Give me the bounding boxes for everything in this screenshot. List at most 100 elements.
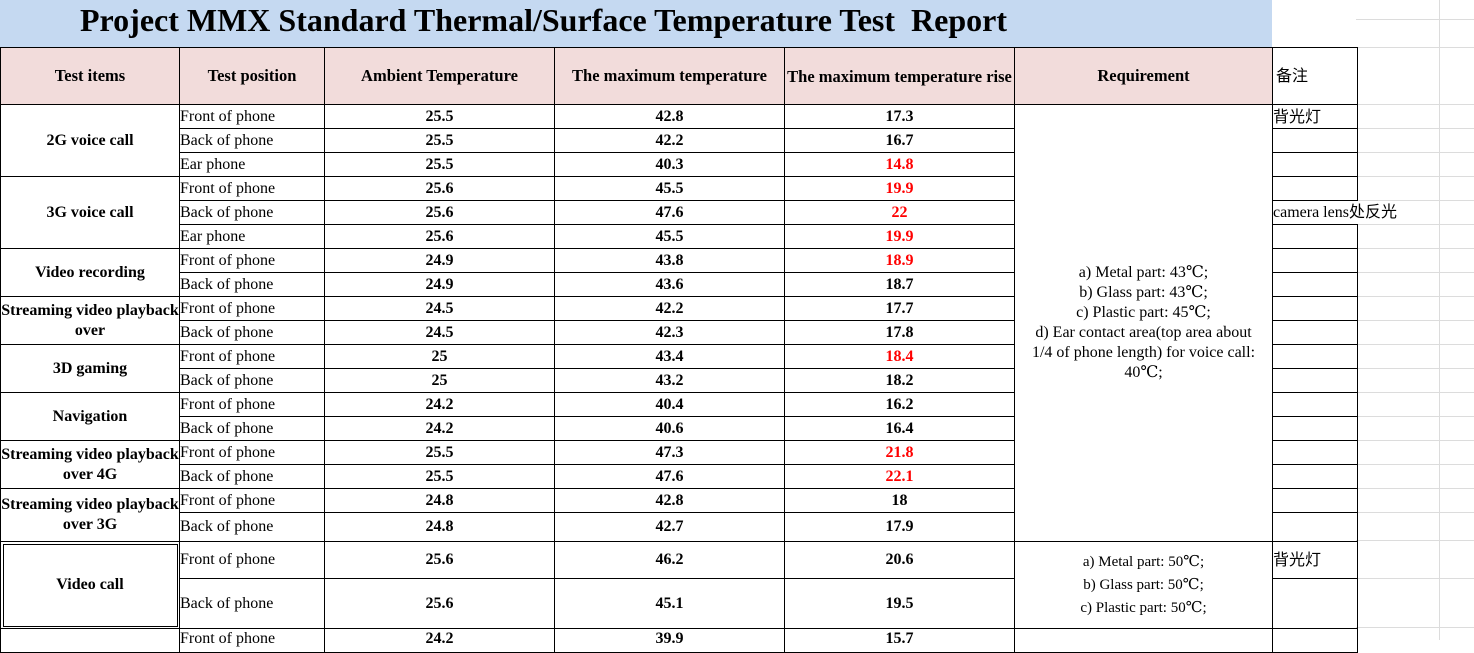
notes-cell[interactable]: [1272, 296, 1358, 321]
max-temp-rise-cell[interactable]: 22.1: [784, 464, 1015, 489]
test-position-cell[interactable]: Back of phone: [179, 368, 325, 393]
notes-cell[interactable]: [1272, 176, 1358, 201]
max-temp-cell[interactable]: 45.5: [554, 176, 785, 201]
test-position-cell[interactable]: Back of phone: [179, 128, 325, 153]
notes-cell[interactable]: [1272, 416, 1358, 441]
ambient-temp-cell[interactable]: 25.6: [324, 176, 555, 201]
header-max-temperature-rise[interactable]: The maximum temperature rise: [784, 47, 1015, 105]
test-position-cell[interactable]: Ear phone: [179, 224, 325, 249]
test-item-cell[interactable]: Streaming video playback over 3G: [0, 488, 180, 542]
max-temp-rise-cell[interactable]: 19.5: [784, 578, 1015, 629]
test-item-cell[interactable]: [0, 628, 180, 653]
max-temp-cell[interactable]: 47.6: [554, 464, 785, 489]
notes-cell[interactable]: [1272, 628, 1358, 653]
max-temp-rise-cell[interactable]: 21.8: [784, 440, 1015, 465]
test-item-cell[interactable]: 3D gaming: [0, 344, 180, 393]
max-temp-cell[interactable]: 42.2: [554, 296, 785, 321]
notes-cell[interactable]: [1272, 578, 1358, 629]
test-position-cell[interactable]: Front of phone: [179, 628, 325, 653]
ambient-temp-cell[interactable]: 25.5: [324, 464, 555, 489]
notes-cell[interactable]: [1272, 272, 1358, 297]
max-temp-rise-cell[interactable]: 18.9: [784, 248, 1015, 273]
ambient-temp-cell[interactable]: 25.5: [324, 152, 555, 177]
max-temp-cell[interactable]: 45.1: [554, 578, 785, 629]
test-position-cell[interactable]: Back of phone: [179, 200, 325, 225]
max-temp-rise-cell[interactable]: 17.3: [784, 104, 1015, 129]
test-item-cell[interactable]: 2G voice call: [0, 104, 180, 177]
notes-cell[interactable]: [1272, 440, 1358, 465]
test-position-cell[interactable]: Front of phone: [179, 488, 325, 513]
notes-cell[interactable]: [1272, 392, 1358, 417]
header-requirement[interactable]: Requirement: [1014, 47, 1273, 105]
test-position-cell[interactable]: Front of phone: [179, 296, 325, 321]
max-temp-rise-cell[interactable]: 18.2: [784, 368, 1015, 393]
header-ambient-temperature[interactable]: Ambient Temperature: [324, 47, 555, 105]
notes-cell[interactable]: [1272, 512, 1358, 542]
test-position-cell[interactable]: Back of phone: [179, 464, 325, 489]
ambient-temp-cell[interactable]: 25.6: [324, 541, 555, 579]
max-temp-cell[interactable]: 40.3: [554, 152, 785, 177]
test-position-cell[interactable]: Front of phone: [179, 248, 325, 273]
ambient-temp-cell[interactable]: 24.9: [324, 248, 555, 273]
max-temp-rise-cell[interactable]: 17.7: [784, 296, 1015, 321]
ambient-temp-cell[interactable]: 25: [324, 368, 555, 393]
max-temp-rise-cell[interactable]: 19.9: [784, 176, 1015, 201]
max-temp-cell[interactable]: 43.6: [554, 272, 785, 297]
ambient-temp-cell[interactable]: 25.5: [324, 128, 555, 153]
max-temp-rise-cell[interactable]: 16.7: [784, 128, 1015, 153]
max-temp-rise-cell[interactable]: 19.9: [784, 224, 1015, 249]
test-position-cell[interactable]: Front of phone: [179, 392, 325, 417]
ambient-temp-cell[interactable]: 25.6: [324, 200, 555, 225]
requirement-cell[interactable]: a) Metal part: 43℃; b) Glass part: 43℃; c)…: [1014, 104, 1273, 542]
notes-cell[interactable]: [1272, 368, 1358, 393]
notes-cell[interactable]: [1272, 248, 1358, 273]
max-temp-cell[interactable]: 42.8: [554, 488, 785, 513]
ambient-temp-cell[interactable]: 24.2: [324, 392, 555, 417]
max-temp-cell[interactable]: 43.8: [554, 248, 785, 273]
notes-cell[interactable]: camera lens处反光: [1273, 203, 1397, 221]
max-temp-cell[interactable]: 40.4: [554, 392, 785, 417]
test-position-cell[interactable]: Back of phone: [179, 320, 325, 345]
test-position-cell[interactable]: Front of phone: [179, 541, 325, 579]
max-temp-cell[interactable]: 47.3: [554, 440, 785, 465]
ambient-temp-cell[interactable]: 24.5: [324, 320, 555, 345]
test-item-cell[interactable]: Streaming video playback over: [0, 296, 180, 345]
ambient-temp-cell[interactable]: 25.5: [324, 104, 555, 129]
test-position-cell[interactable]: Ear phone: [179, 152, 325, 177]
test-item-cell[interactable]: Navigation: [0, 392, 180, 441]
test-item-cell[interactable]: Streaming video playback over 4G: [0, 440, 180, 489]
requirement-cell[interactable]: a) Metal part: 50℃; b) Glass part: 50℃; c)…: [1014, 541, 1273, 629]
header-test-position[interactable]: Test position: [179, 47, 325, 105]
max-temp-cell[interactable]: 40.6: [554, 416, 785, 441]
notes-cell[interactable]: [1272, 488, 1358, 513]
ambient-temp-cell[interactable]: 25.6: [324, 578, 555, 629]
max-temp-rise-cell[interactable]: 15.7: [784, 628, 1015, 653]
max-temp-rise-cell[interactable]: 17.9: [784, 512, 1015, 542]
test-position-cell[interactable]: Front of phone: [179, 344, 325, 369]
max-temp-rise-cell[interactable]: 16.2: [784, 392, 1015, 417]
test-position-cell[interactable]: Back of phone: [179, 512, 325, 542]
notes-cell[interactable]: [1272, 320, 1358, 345]
max-temp-cell[interactable]: 39.9: [554, 628, 785, 653]
max-temp-rise-cell[interactable]: 17.8: [784, 320, 1015, 345]
header-test-items[interactable]: Test items: [0, 47, 180, 105]
max-temp-cell[interactable]: 43.4: [554, 344, 785, 369]
notes-cell[interactable]: [1272, 152, 1358, 177]
notes-cell[interactable]: 背光灯: [1272, 104, 1358, 129]
test-position-cell[interactable]: Front of phone: [179, 176, 325, 201]
ambient-temp-cell[interactable]: 25.5: [324, 440, 555, 465]
ambient-temp-cell[interactable]: 24.8: [324, 512, 555, 542]
max-temp-cell[interactable]: 42.3: [554, 320, 785, 345]
test-position-cell[interactable]: Front of phone: [179, 440, 325, 465]
max-temp-rise-cell[interactable]: 18.4: [784, 344, 1015, 369]
max-temp-cell[interactable]: 42.7: [554, 512, 785, 542]
test-position-cell[interactable]: Front of phone: [179, 104, 325, 129]
max-temp-cell[interactable]: 45.5: [554, 224, 785, 249]
ambient-temp-cell[interactable]: 25.6: [324, 224, 555, 249]
test-item-cell[interactable]: Video call: [0, 541, 180, 629]
test-item-cell[interactable]: 3G voice call: [0, 176, 180, 249]
max-temp-rise-cell[interactable]: 20.6: [784, 541, 1015, 579]
max-temp-rise-cell[interactable]: 18: [784, 488, 1015, 513]
max-temp-cell[interactable]: 46.2: [554, 541, 785, 579]
max-temp-cell[interactable]: 47.6: [554, 200, 785, 225]
